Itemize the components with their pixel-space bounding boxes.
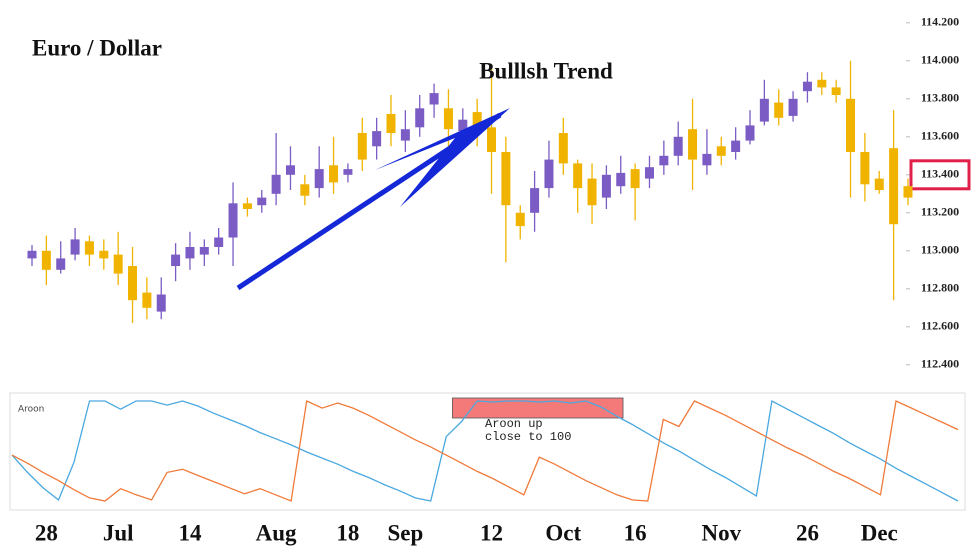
candle-body (443, 108, 453, 130)
y-tick-label: 113.400 (921, 167, 959, 181)
highlight-box (909, 159, 971, 191)
candle-body (745, 125, 755, 141)
candle-body (644, 167, 654, 179)
candle-body (616, 172, 626, 187)
x-tick-label: Nov (701, 520, 741, 545)
x-tick-label: 16 (624, 520, 647, 545)
aroon-line (11, 400, 959, 502)
y-tick-label: 114.000 (921, 53, 959, 67)
candle-body (199, 247, 209, 255)
y-tick-label: 112.400 (921, 357, 959, 371)
y-tick-label: 113.600 (921, 129, 959, 143)
candle-body (515, 212, 525, 227)
candle-body (802, 81, 812, 92)
candle-body (214, 237, 224, 247)
candle-body (242, 203, 252, 209)
y-tick-label: 113.000 (921, 243, 959, 257)
candle-body (903, 186, 913, 198)
candle-body (487, 127, 497, 152)
x-tick-label: 28 (35, 520, 58, 545)
candle-body (630, 169, 640, 189)
candle-body (27, 250, 37, 259)
y-tick-label: 113.800 (921, 91, 959, 105)
candle-body (56, 258, 66, 270)
y-tick-label: 114.200 (921, 15, 959, 29)
candle-body (860, 152, 870, 185)
annotation-line: Aroon up (485, 417, 543, 431)
candle-body (314, 169, 324, 189)
candle-body (716, 146, 726, 156)
arrow-head (375, 108, 510, 207)
candle-body (573, 163, 583, 189)
candle-body (601, 174, 611, 198)
annotation-line: close to 100 (485, 430, 571, 444)
candle-body (673, 136, 683, 156)
aroon-title: Aroon (18, 405, 44, 415)
candle-body (501, 152, 511, 206)
candle-body (128, 266, 138, 301)
x-tick-label: 14 (178, 520, 202, 545)
annotation: Bulllsh Trend (479, 58, 613, 83)
candle-body (831, 87, 841, 95)
candle-body (759, 98, 769, 122)
candle-body (84, 241, 94, 255)
candle-body (544, 159, 554, 189)
x-tick-label: 26 (796, 520, 819, 545)
candle-body (113, 254, 123, 274)
candle-body (386, 114, 396, 133)
candle-body (874, 178, 884, 190)
x-tick-label: Aug (256, 520, 297, 545)
candle-body (530, 188, 540, 213)
candle-body (587, 178, 597, 206)
candle-body (285, 165, 295, 175)
aroon-frame (9, 392, 966, 511)
candle-body (817, 79, 827, 88)
price-panel: 114.200 114.000 113.800 113.600 113.400 113.2… (27, 15, 971, 371)
trend-arrow (236, 108, 510, 291)
candle-body (889, 148, 899, 225)
x-tick-label: Oct (545, 520, 581, 545)
x-tick-label: Jul (103, 520, 134, 545)
aroon-panel (11, 397, 959, 502)
candle-body (228, 203, 238, 238)
x-tick-label: Dec (861, 520, 898, 545)
candle-body (257, 197, 267, 206)
candle-body (156, 294, 166, 312)
candle-body (271, 174, 281, 194)
candle-body (702, 153, 712, 166)
candle-body (688, 129, 698, 160)
candle-body (731, 140, 741, 152)
candle-body (99, 250, 109, 259)
candle-body (357, 133, 367, 160)
aroon-line (11, 400, 959, 502)
candle-body (171, 254, 181, 266)
candle-body (343, 169, 353, 175)
y-tick-label: 113.200 (921, 205, 959, 219)
candle-body (185, 247, 195, 259)
candle-body (659, 155, 669, 166)
x-tick-label: Sep (387, 520, 423, 545)
candle-body (329, 165, 339, 183)
candle-body (846, 98, 856, 152)
y-tick-label: 112.600 (921, 319, 959, 333)
candle-body (41, 250, 51, 270)
candle-body (472, 112, 482, 133)
candle-body (774, 102, 784, 118)
candle-body (558, 133, 568, 164)
candle-body (372, 131, 382, 147)
candle-body (400, 129, 410, 141)
x-tick-label: 18 (336, 520, 359, 545)
candle-body (788, 98, 798, 116)
y-tick-label: 112.800 (921, 281, 959, 295)
candle-body (429, 93, 439, 105)
x-tick-label: 12 (480, 520, 503, 545)
candle-body (70, 239, 80, 255)
chart-title: Euro / Dollar (32, 35, 162, 60)
candle-body (458, 119, 468, 132)
candle-body (300, 184, 310, 196)
annotation-box (452, 397, 624, 419)
candle-body (142, 292, 152, 308)
candle-body (415, 108, 425, 128)
